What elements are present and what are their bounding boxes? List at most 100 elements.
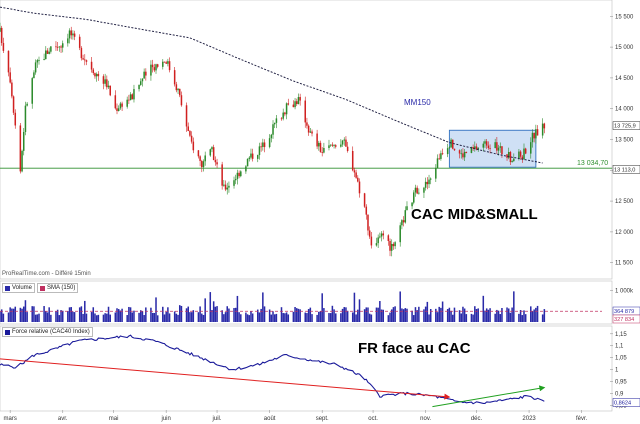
volume-bar [460, 313, 463, 322]
candle-body [507, 151, 510, 158]
candle-body [370, 236, 373, 246]
relative-legend-label: Force relative (CAC40 Index) [12, 329, 90, 335]
candle-body [26, 103, 28, 106]
last-price-badge-box [612, 121, 640, 130]
volume-bar [211, 309, 213, 322]
volume-bar [345, 307, 347, 322]
volume-bar [223, 314, 225, 322]
candle-body [536, 129, 539, 136]
candle-body [319, 142, 322, 153]
candle-body [97, 73, 100, 77]
x-tick-label: oct. [368, 416, 378, 422]
volume-bar [162, 306, 164, 322]
candle-body [263, 142, 266, 148]
candle-body [382, 233, 385, 236]
relative-tick-label: 1,15 [615, 332, 627, 338]
volume-bar [292, 311, 295, 322]
volume-bar [368, 313, 371, 322]
candle-body [333, 145, 335, 146]
candle-body [56, 46, 59, 48]
candle-body [190, 135, 193, 142]
x-tick-label: juil. [212, 416, 222, 422]
support-label: 13 034,70 [577, 160, 608, 167]
volume-bar [34, 314, 37, 322]
volume-bar [309, 307, 312, 322]
volume-bar [402, 309, 405, 322]
candle-body [178, 88, 181, 96]
candle-body [316, 133, 318, 147]
candle-body [234, 178, 237, 181]
candle-body [460, 153, 463, 155]
volume-bar [192, 310, 195, 322]
candle-body [33, 72, 35, 79]
candle-body [262, 142, 264, 147]
candle-body [129, 94, 132, 101]
volume-bar [496, 309, 498, 322]
volume-bar [187, 306, 189, 322]
volume-badge-b-box [612, 314, 640, 324]
sma-legend-chip: SMA (150) [37, 283, 79, 293]
candle-body [192, 141, 195, 151]
relative-last-badge: 0,8624 [612, 398, 640, 407]
candle-body [355, 172, 357, 178]
volume-bar [379, 301, 381, 322]
candle-body [414, 187, 417, 193]
volume-bar [133, 310, 135, 322]
candle-body [36, 60, 39, 63]
candle-body [329, 144, 332, 146]
candle-body [11, 82, 13, 97]
volume-bar [416, 310, 418, 322]
candle-body [216, 162, 218, 165]
volume-bar [85, 313, 88, 322]
candle-body [119, 103, 122, 109]
volume-bar [26, 312, 28, 322]
candle-body [138, 84, 140, 90]
candle-body [21, 150, 23, 172]
volume-bar [189, 312, 191, 322]
candle-body [133, 89, 135, 100]
volume-bar [429, 308, 432, 322]
volume-bar [45, 311, 47, 322]
volume-bar [472, 314, 474, 322]
volume-bar [382, 309, 385, 322]
candle-body [12, 96, 15, 113]
mm150-badge-box [612, 165, 640, 174]
volume-bar [82, 313, 84, 322]
candle-body [31, 78, 33, 104]
volume-bar [97, 314, 100, 322]
candle-body [485, 141, 488, 146]
candle-body [368, 230, 371, 237]
volume-bar [46, 312, 49, 322]
volume-bar [477, 308, 479, 322]
candle-body [34, 62, 37, 73]
volume-bar [109, 314, 111, 322]
candle-body [199, 156, 201, 161]
relative-tick-label: 1,05 [615, 356, 627, 362]
candle-body [228, 185, 230, 188]
volume-bar [436, 312, 439, 322]
volume-bar [90, 312, 93, 322]
mm150-line [0, 6, 543, 164]
candle-body [375, 243, 378, 246]
volume-badge-a-text: 364 879 [614, 309, 634, 315]
candle-body [531, 132, 534, 143]
last-price-badge-text: 13 725,9 [614, 124, 636, 130]
volume-bar [513, 291, 515, 322]
volume-bar [351, 312, 354, 322]
price-tick-label: 15 000 [615, 45, 634, 51]
volume-bar [543, 309, 546, 322]
volume-bar [275, 313, 278, 322]
candle-body [506, 154, 508, 158]
volume-bar [245, 312, 247, 322]
candle-body [328, 145, 330, 149]
candle-body [273, 122, 276, 125]
volume-bar [19, 307, 22, 322]
relative-tick-label: 1 [615, 368, 619, 374]
volume-bar [212, 301, 215, 322]
volume-bar [61, 310, 64, 322]
candle-body [38, 60, 40, 61]
volume-bar [201, 313, 203, 322]
candle-body [285, 103, 288, 115]
volume-bar [199, 306, 201, 322]
volume-bar [240, 314, 242, 322]
